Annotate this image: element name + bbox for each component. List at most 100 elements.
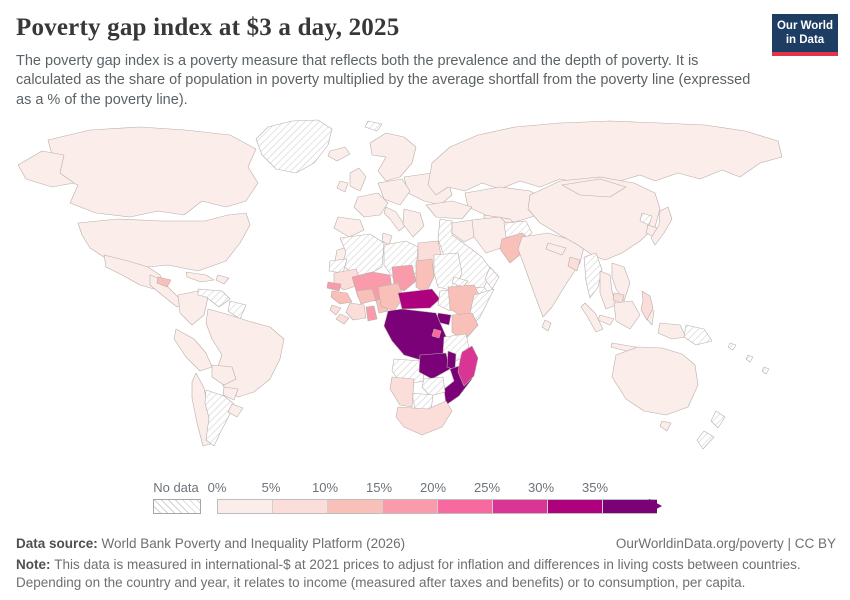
owid-logo[interactable]: Our World in Data [772, 14, 838, 56]
country-new-zealand[interactable] [710, 410, 726, 429]
country-borneo[interactable] [613, 300, 641, 330]
legend-tick: 0% [207, 480, 227, 495]
country-liberia[interactable] [335, 313, 350, 325]
country-south-africa[interactable] [395, 400, 453, 436]
country-iceland[interactable] [327, 146, 351, 162]
country-cuba[interactable] [185, 271, 215, 283]
country-malaysia[interactable] [597, 314, 615, 326]
country-vietnam-laos[interactable] [611, 262, 631, 302]
country-turkey[interactable] [425, 200, 473, 220]
page-title: Poverty gap index at $3 a day, 2025 [16, 14, 400, 41]
country-venezuela[interactable] [197, 288, 231, 308]
country-west-papua[interactable] [657, 322, 687, 340]
country-pacific-island[interactable] [761, 366, 770, 375]
country-brazil[interactable] [205, 308, 285, 398]
footer-note: Note: This data is measured in internati… [16, 556, 826, 592]
country-sierra-leone[interactable] [329, 304, 342, 316]
legend-no-data-swatch[interactable] [153, 499, 201, 514]
country-mongolia[interactable] [561, 178, 627, 198]
owid-logo-accent-bar [772, 52, 838, 56]
legend-bin[interactable] [327, 499, 382, 514]
country-china[interactable] [527, 176, 661, 261]
country-cameroon-car[interactable] [397, 288, 441, 310]
legend-bin[interactable] [272, 499, 327, 514]
country-scandinavia[interactable] [369, 132, 417, 182]
country-central-europe[interactable] [377, 178, 411, 206]
country-sumatra[interactable] [580, 302, 604, 333]
country-hispaniola[interactable] [215, 274, 230, 285]
country-myanmar[interactable] [583, 252, 603, 299]
legend-bin[interactable] [492, 499, 547, 514]
country-bangladesh[interactable] [567, 256, 581, 272]
country-kenya[interactable] [451, 312, 479, 342]
legend-bin[interactable] [217, 499, 272, 514]
country-sri-lanka[interactable] [541, 319, 552, 332]
country-rwanda-burundi[interactable] [431, 328, 442, 339]
footer-source-line: Data source: World Bank Poverty and Ineq… [16, 536, 836, 551]
country-usa[interactable] [77, 212, 251, 272]
country-ghana[interactable] [365, 305, 378, 322]
country-tasmania[interactable] [659, 420, 672, 432]
country-guinea[interactable] [330, 290, 353, 305]
country-bolivia[interactable] [211, 364, 237, 386]
country-philippines[interactable] [640, 290, 654, 321]
country-peru[interactable] [173, 328, 213, 372]
world-map [17, 119, 783, 450]
data-source-value: World Bank Poverty and Inequality Platfo… [101, 536, 406, 551]
legend-tick: 30% [527, 480, 555, 495]
country-canada[interactable] [47, 126, 259, 218]
country-ivory-coast[interactable] [345, 302, 367, 321]
data-source: Data source: World Bank Poverty and Ineq… [16, 536, 405, 551]
legend-tick: 10% [311, 480, 339, 495]
country-argentina[interactable] [204, 389, 235, 447]
legend-arrow-icon [649, 499, 662, 513]
legend-bins [217, 499, 657, 514]
legend-tick: 20% [419, 480, 447, 495]
owid-logo-line2: in Data [785, 34, 825, 46]
legend-bin[interactable] [437, 499, 492, 514]
country-oman[interactable] [484, 266, 500, 290]
legend-bin[interactable] [602, 499, 657, 514]
country-iraq[interactable] [451, 219, 479, 243]
country-nigeria[interactable] [377, 282, 405, 312]
footer-note-text: This data is measured in international-$… [16, 557, 801, 590]
country-india[interactable] [517, 232, 585, 318]
country-iberia[interactable] [333, 216, 365, 238]
country-alaska[interactable] [17, 150, 75, 188]
country-pacific-island[interactable] [727, 342, 737, 351]
legend-tick: 25% [473, 480, 501, 495]
country-honduras[interactable] [156, 276, 172, 288]
legend-no-data-label: No data [153, 480, 199, 495]
owid-link[interactable]: OurWorldinData.org/poverty | CC BY [615, 536, 836, 551]
country-australia[interactable] [611, 346, 699, 416]
country-papua-new-guinea[interactable] [683, 324, 713, 346]
legend-bin[interactable] [547, 499, 602, 514]
country-italy[interactable] [383, 206, 406, 232]
country-united-kingdom[interactable] [349, 167, 367, 192]
country-paraguay[interactable] [222, 386, 239, 401]
country-namibia[interactable] [389, 376, 415, 408]
owid-logo-line1: Our World [776, 19, 833, 32]
country-svalbard[interactable] [364, 120, 383, 132]
country-pacific-island[interactable] [745, 354, 754, 363]
country-zimbabwe[interactable] [421, 376, 446, 397]
country-balkans[interactable] [402, 208, 425, 238]
country-new-zealand[interactable] [696, 430, 715, 450]
country-burkina-faso[interactable] [355, 288, 377, 305]
country-greenland[interactable] [255, 119, 333, 174]
country-uruguay[interactable] [227, 403, 244, 418]
country-north-korea[interactable] [639, 212, 653, 226]
footer-note-label: Note: [16, 557, 55, 572]
legend-bin[interactable] [382, 499, 437, 514]
country-ireland[interactable] [336, 180, 349, 193]
country-france[interactable] [353, 192, 389, 218]
country-chad[interactable] [415, 258, 435, 294]
country-japan[interactable] [650, 206, 673, 246]
country-nepal[interactable] [545, 242, 567, 256]
country-senegal[interactable] [326, 281, 342, 292]
country-zambia[interactable] [418, 352, 451, 380]
data-source-label: Data source: [16, 536, 102, 551]
legend-tick: 35% [581, 480, 609, 495]
country-madagascar[interactable] [457, 345, 479, 387]
